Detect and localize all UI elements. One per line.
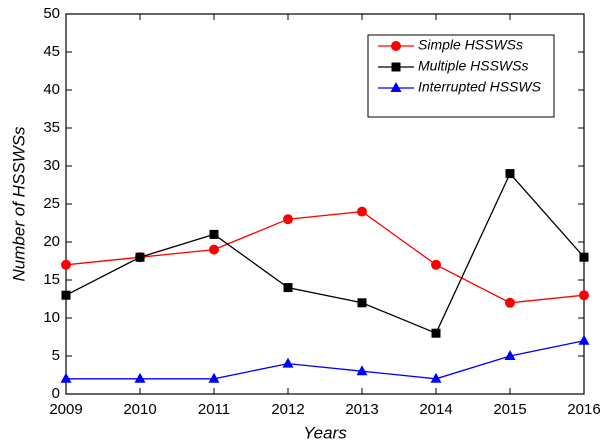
y-tick-label: 50 (43, 5, 60, 22)
line (66, 340, 585, 380)
y-tick-label: 45 (43, 43, 60, 60)
x-tick-label: 2014 (419, 401, 452, 418)
x-tick-label: 2011 (198, 401, 230, 418)
y-tick-label: 30 (43, 157, 60, 174)
y-tick-label: 35 (43, 119, 60, 136)
marker (579, 252, 589, 262)
y-tick-label: 0 (52, 385, 60, 402)
x-axis-title: Years (303, 423, 347, 442)
marker (208, 372, 220, 383)
marker (391, 62, 401, 72)
marker (209, 229, 219, 239)
marker (209, 244, 219, 255)
marker (431, 259, 441, 270)
marker (61, 290, 71, 300)
marker (505, 169, 515, 179)
marker (134, 372, 146, 383)
marker (357, 298, 367, 308)
y-tick-label: 15 (43, 271, 60, 288)
x-tick-label: 2010 (123, 401, 156, 418)
x-tick-label: 2009 (49, 401, 82, 418)
x-tick-label: 2012 (271, 401, 304, 418)
marker (391, 41, 401, 51)
marker (578, 334, 590, 345)
marker (390, 82, 402, 92)
marker (283, 283, 293, 293)
y-tick-label: 40 (43, 81, 60, 98)
marker (431, 328, 441, 338)
x-tick-label: 2015 (493, 401, 526, 418)
marker (60, 372, 72, 383)
marker (357, 206, 367, 217)
marker (430, 372, 442, 383)
y-tick-label: 25 (43, 195, 60, 212)
marker (282, 357, 294, 368)
marker (356, 365, 368, 376)
marker (505, 297, 515, 308)
y-tick-label: 20 (43, 233, 60, 250)
marker (504, 350, 516, 360)
marker (135, 252, 145, 262)
x-tick-label: 2016 (567, 401, 600, 418)
marker (283, 214, 293, 225)
y-tick-label: 5 (52, 347, 60, 364)
legend-label: Multiple HSSWSs (418, 58, 528, 74)
y-axis-title: Number of HSSWSs (9, 126, 28, 281)
line (65, 210, 585, 304)
line (65, 172, 585, 335)
legend-label: Simple HSSWSs (418, 37, 523, 53)
legend-label: Interrupted HSSWS (418, 79, 542, 95)
x-tick-label: 2013 (345, 401, 378, 418)
marker (61, 259, 71, 270)
marker (579, 290, 589, 301)
y-tick-label: 10 (43, 309, 60, 326)
